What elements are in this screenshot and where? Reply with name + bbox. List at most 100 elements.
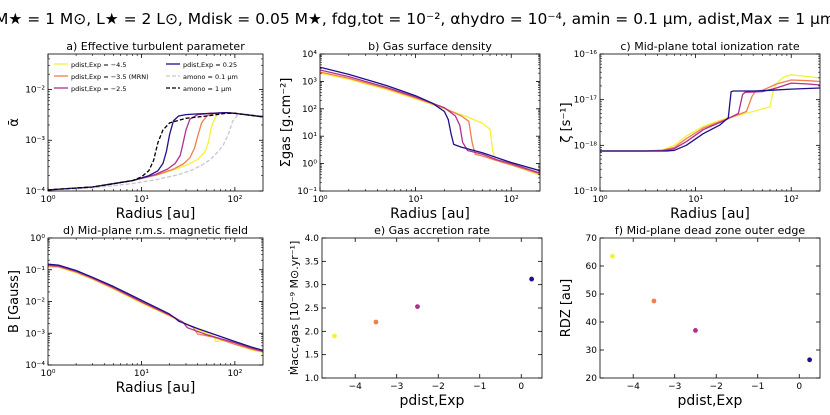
x-axis-label-a: Radius [au]: [116, 206, 196, 222]
x-tick-label-f-4: 0: [796, 382, 802, 392]
axes-frame-b: [319, 53, 541, 192]
x-tick-label-f-0: −4: [627, 382, 641, 392]
axes-frame-a: [47, 53, 264, 192]
panel-a: 10⁰ 10¹ 10² 10⁻⁴ 10⁻³ 10⁻² a) Effective turbul…: [7, 40, 264, 222]
y-axis-label-e: Ṁacc,gas [10⁻⁹ M⊙.yr⁻¹]: [288, 241, 301, 376]
y-tick-label-f-2: 40: [586, 318, 598, 328]
y-axis-label-d: B [Gauss]: [7, 270, 22, 333]
data-point-f-0: [610, 253, 615, 259]
panel-title-c: c) Mid-plane total ionization rate: [620, 40, 799, 53]
y-tick-label-a-2: 10⁻²: [25, 85, 45, 95]
legend-label-2: pdist,Exp = −2.5: [71, 85, 127, 93]
panel-title-b: b) Gas surface density: [368, 40, 492, 53]
panel-title-a: a) Effective turbulent parameter: [66, 40, 245, 53]
x-tick-label-c-0: 10⁰: [592, 195, 607, 205]
series-line-d-3: [48, 263, 263, 351]
x-tick-label-d-1: 10¹: [134, 369, 149, 379]
data-point-f-3: [807, 357, 813, 363]
series-line-a-4: [48, 113, 263, 191]
legend-label-1: pdist,Exp = −3.5 (MRN): [71, 73, 149, 81]
series-line-a-5: [48, 112, 263, 191]
x-tick-label-c-1: 10¹: [688, 195, 703, 205]
data-point-e-3: [529, 276, 535, 282]
x-tick-label-f-1: −3: [668, 382, 681, 392]
y-tick-label-b-0: 10⁻¹: [297, 187, 317, 197]
legend-label-0: pdist,Exp = −4.5: [71, 61, 127, 69]
x-tick-label-f-2: −2: [710, 382, 723, 392]
series-line-a-0: [48, 111, 263, 191]
data-point-e-0: [332, 333, 337, 339]
y-tick-label-a-1: 10⁻³: [25, 136, 45, 146]
x-tick-label-d-2: 10²: [227, 369, 242, 379]
y-tick-label-e-6: 4.0: [305, 234, 320, 244]
legend: pdist,Exp = −4.5 pdist,Exp = −3.5 (MRN) pd…: [54, 61, 238, 93]
axes-frame-f: [599, 237, 821, 379]
figure-title: M★ = 1 M⊙, L★ = 2 L⊙, Mdisk = 0.05 M★, f…: [0, 10, 830, 28]
series-line-d-2: [48, 264, 263, 352]
y-tick-label-e-4: 3.0: [305, 281, 320, 291]
series-line-a-2: [48, 111, 263, 191]
panel-title-e: e) Gas accretion rate: [374, 224, 490, 237]
x-axis-label-d: Radius [au]: [116, 380, 196, 396]
x-tick-label-e-3: −1: [473, 382, 486, 392]
y-tick-label-c-2: 10⁻¹⁷: [574, 96, 598, 106]
series-line-a-3: [48, 111, 263, 191]
series-line-d-1: [48, 265, 263, 353]
panel-title-d: d) Mid-plane r.m.s. magnetic field: [63, 224, 248, 237]
data-point-f-1: [651, 298, 657, 304]
y-tick-label-b-1: 10⁰: [302, 160, 317, 170]
y-tick-label-a-0: 10⁻⁴: [25, 187, 45, 197]
axes-frame-e: [321, 237, 543, 379]
x-tick-label-b-0: 10⁰: [312, 195, 327, 205]
y-tick-label-b-5: 10⁴: [302, 50, 317, 60]
data-point-e-2: [415, 304, 420, 309]
panel-c: 10⁰ 10¹ 10² 10⁻¹⁹ 10⁻¹⁸ 10⁻¹⁷ 10⁻¹⁶ c) Mid-plan…: [559, 40, 821, 222]
x-axis-label-e: pdist,Exp: [400, 393, 465, 409]
panel-d: 10⁰ 10¹ 10² 10⁻⁴ 10⁻³ 10⁻² 10⁻¹ 10⁰ d) Mid-plane…: [7, 224, 264, 396]
x-tick-label-a-2: 10²: [227, 195, 242, 205]
x-tick-label-e-0: −4: [349, 382, 363, 392]
y-tick-label-b-4: 10³: [302, 77, 317, 87]
y-tick-label-f-5: 70: [586, 234, 598, 244]
y-tick-label-f-4: 60: [586, 262, 598, 272]
legend-label-3: pdist,Exp = 0.25: [183, 61, 237, 69]
x-axis-label-c: Radius [au]: [670, 206, 750, 222]
y-tick-label-c-1: 10⁻¹⁸: [574, 141, 598, 151]
x-tick-label-e-1: −3: [390, 382, 403, 392]
y-tick-label-c-0: 10⁻¹⁹: [574, 187, 598, 197]
data-point-f-2: [693, 328, 698, 333]
axes-frame-c: [599, 53, 821, 192]
series-line-c-2: [600, 82, 820, 152]
y-tick-label-b-3: 10²: [302, 105, 317, 115]
x-tick-label-e-4: 0: [518, 382, 524, 392]
y-tick-label-b-2: 10¹: [302, 132, 317, 142]
y-axis-label-c: ζ [s⁻¹]: [559, 102, 574, 142]
x-axis-label-f: pdist,Exp: [678, 393, 743, 409]
series-line-c-3: [600, 87, 820, 152]
x-tick-label-f-3: −1: [751, 382, 764, 392]
y-tick-label-f-0: 20: [586, 374, 598, 384]
series-line-b-3: [320, 66, 540, 172]
y-axis-label-b: Σgas [g.cm⁻²]: [279, 78, 294, 168]
series-line-a-1: [48, 111, 263, 191]
panel-f: −4 −3 −2 −1 0 20 30 40 50 60 70 f) Mid-plane dead z…: [559, 224, 821, 409]
y-tick-label-e-1: 1.5: [305, 351, 319, 361]
x-tick-label-b-2: 10²: [504, 195, 519, 205]
panel-e: −4 −3 −2 −1 0 1.0 1.5 2.0 2.5 3.0 3.5 4.0 e) Gas acc…: [288, 224, 543, 409]
x-tick-label-a-1: 10¹: [134, 195, 149, 205]
data-point-e-1: [373, 319, 379, 325]
series-line-b-0: [320, 72, 540, 176]
legend-label-5: amono = 1 μm: [183, 85, 232, 93]
y-tick-label-e-0: 1.0: [305, 374, 320, 384]
y-tick-label-f-1: 30: [586, 346, 598, 356]
y-tick-label-e-2: 2.0: [305, 327, 320, 337]
y-tick-label-f-3: 50: [586, 290, 598, 300]
x-axis-label-b: Radius [au]: [390, 206, 470, 222]
x-tick-label-c-2: 10²: [784, 195, 799, 205]
panel-title-f: f) Mid-plane dead zone outer edge: [615, 224, 805, 237]
x-tick-label-e-2: −2: [432, 382, 445, 392]
series-line-c-0: [600, 74, 820, 152]
y-axis-label-a: ᾱ: [7, 118, 22, 127]
